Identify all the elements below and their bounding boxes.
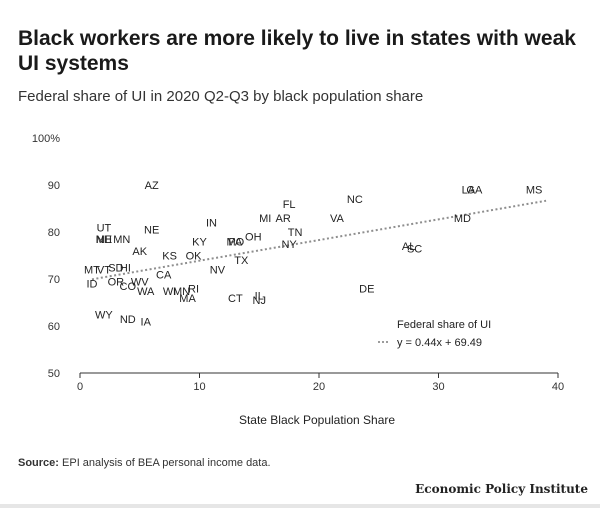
data-point-ga: GA xyxy=(466,185,483,197)
data-point-nj: NJ xyxy=(253,295,266,307)
data-point-mt: MT xyxy=(84,265,100,277)
data-point-mo: MO xyxy=(226,236,244,248)
data-point-oh: OH xyxy=(245,232,262,244)
data-point-ak: AK xyxy=(132,246,147,258)
data-point-mi: MI xyxy=(259,213,271,225)
data-point-la: LA xyxy=(462,185,476,197)
data-point-me: ME xyxy=(96,234,113,246)
data-point-hi: HI xyxy=(120,262,131,274)
data-point-al: AL xyxy=(402,241,415,253)
data-point-il: IL xyxy=(255,290,264,302)
data-point-de: DE xyxy=(359,283,374,295)
chart-subtitle: Federal share of UI in 2020 Q2-Q3 by bla… xyxy=(18,88,424,105)
data-point-ny: NY xyxy=(281,239,297,251)
y-tick-label: 80 xyxy=(48,227,60,239)
source-text: EPI analysis of BEA personal income data… xyxy=(58,457,271,469)
data-point-wi: WI xyxy=(163,286,176,298)
data-point-nd: ND xyxy=(120,314,136,326)
data-point-nc: NC xyxy=(347,194,363,206)
x-tick-label: 20 xyxy=(313,381,325,393)
y-tick-label: 70 xyxy=(48,274,60,286)
data-point-wa: WA xyxy=(137,286,155,298)
data-point-tx: TX xyxy=(234,255,249,267)
data-point-mn: MN xyxy=(113,234,130,246)
data-point-ct: CT xyxy=(228,293,243,305)
data-point-ma: MA xyxy=(179,293,196,305)
data-point-ne: NE xyxy=(144,225,159,237)
data-point-nv: NV xyxy=(210,265,226,277)
data-point-id: ID xyxy=(86,279,97,291)
data-point-pa: PA xyxy=(228,236,243,248)
y-tick-label: 100% xyxy=(32,133,60,145)
data-point-ms: MS xyxy=(526,185,543,197)
data-point-ia: IA xyxy=(141,316,152,328)
trendline-group xyxy=(91,199,547,281)
data-point-ca: CA xyxy=(156,269,172,281)
trendline xyxy=(91,199,547,281)
data-point-ut: UT xyxy=(97,222,112,234)
data-point-co: CO xyxy=(120,281,137,293)
legend-trend-label: y = 0.44x + 69.49 xyxy=(397,337,482,349)
y-tick-label: 60 xyxy=(48,321,60,333)
data-point-ri: RI xyxy=(188,283,199,295)
legend: Federal share of UI y = 0.44x + 69.49 xyxy=(378,319,491,349)
data-point-fl: FL xyxy=(283,199,296,211)
data-point-ar: AR xyxy=(276,213,291,225)
data-point-tn: TN xyxy=(288,227,303,239)
data-point-ok: OK xyxy=(186,251,203,263)
data-point-az: AZ xyxy=(145,180,159,192)
data-point-nh: NH xyxy=(96,234,112,246)
data-point-sc: SC xyxy=(407,243,422,255)
axes: 0 10 20 30 40 50 60 70 80 90 100% xyxy=(32,133,564,393)
data-point-in: IN xyxy=(206,218,217,230)
data-point-ks: KS xyxy=(162,251,177,263)
data-point-ky: KY xyxy=(192,236,207,248)
x-tick-label: 10 xyxy=(193,381,205,393)
data-point-md: MD xyxy=(454,213,471,225)
y-tick-label: 90 xyxy=(48,180,60,192)
x-tick-label: 40 xyxy=(552,381,564,393)
legend-title: Federal share of UI xyxy=(397,319,491,331)
x-tick-label: 0 xyxy=(77,381,83,393)
data-point-or: OR xyxy=(108,276,125,288)
source-label: Source: xyxy=(18,457,59,469)
data-point-va: VA xyxy=(330,213,345,225)
y-tick-label: 50 xyxy=(48,368,60,380)
data-point-wy: WY xyxy=(95,309,113,321)
data-point-vt: VT xyxy=(97,265,111,277)
footer-divider xyxy=(0,504,600,508)
x-tick-label: 30 xyxy=(432,381,444,393)
brand-logo-text: Economic Policy Institute xyxy=(415,482,588,496)
x-axis-title: State Black Population Share xyxy=(239,413,395,427)
chart-title: Black workers are more likely to live in… xyxy=(18,27,576,75)
data-point-sd: SD xyxy=(108,262,123,274)
source-note: Source: EPI analysis of BEA personal inc… xyxy=(18,457,271,469)
data-point-wv: WV xyxy=(131,276,149,288)
data-point-mn: MN xyxy=(173,286,190,298)
